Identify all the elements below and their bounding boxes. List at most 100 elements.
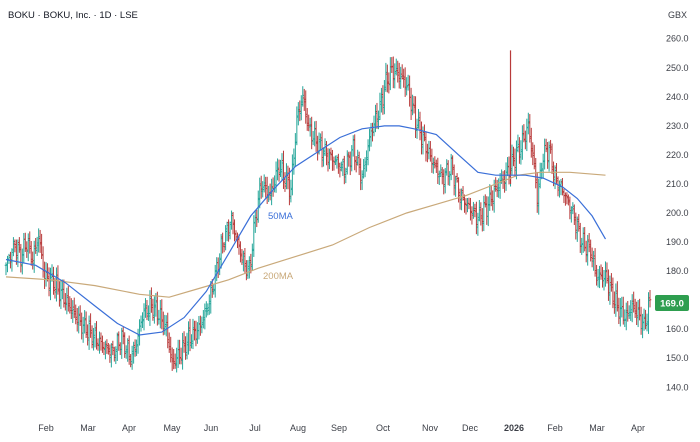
- ohlc-bar: [314, 120, 318, 152]
- ohlc-bar: [432, 157, 435, 174]
- ohlc-bar: [203, 303, 207, 330]
- ohlc-bar: [601, 267, 604, 288]
- ohlc-bar: [573, 204, 576, 226]
- ohlc-bar: [139, 315, 143, 332]
- ohlc-bar: [409, 87, 413, 121]
- ohlc-bar: [351, 135, 355, 157]
- y-tick-label: 260.0: [666, 34, 689, 44]
- ohlc-bar: [365, 150, 368, 172]
- ohlc-bar: [295, 106, 299, 146]
- ohlc-bar: [483, 194, 487, 208]
- ohlc-bar: [458, 188, 462, 210]
- ohlc-bar: [617, 297, 621, 325]
- ohlc-bar: [29, 241, 33, 266]
- ohlc-bar: [605, 262, 609, 284]
- ohlc-bar: [159, 299, 162, 329]
- ohlc-bar: [215, 257, 219, 282]
- ohlc-bar: [90, 325, 94, 349]
- ohlc-bar: [89, 313, 92, 338]
- ohlc-bar: [289, 179, 293, 203]
- y-tick-label: 190.0: [666, 237, 689, 247]
- ohlc-bar: [620, 296, 624, 318]
- ohlc-bar: [207, 294, 211, 315]
- ohlc-bar: [544, 138, 548, 153]
- ma200-label: 200MA: [263, 271, 294, 282]
- plot-area[interactable]: [4, 50, 652, 373]
- ohlc-bar: [498, 173, 502, 199]
- ohlc-bar: [43, 261, 46, 289]
- x-tick-label: Apr: [122, 423, 136, 433]
- ohlc-bar: [129, 353, 132, 368]
- ohlc-bar: [439, 164, 443, 177]
- ohlc-bar: [448, 171, 451, 186]
- ohlc-bar: [564, 192, 567, 206]
- ohlc-bar: [525, 118, 529, 152]
- ohlc-bar: [142, 303, 146, 331]
- x-tick-label: Mar: [589, 423, 605, 433]
- ohlc-bar: [265, 176, 269, 204]
- y-tick-label: 250.0: [666, 63, 689, 73]
- ohlc-bar: [101, 335, 104, 353]
- ohlc-bar: [550, 143, 554, 175]
- ohlc-bar: [516, 134, 520, 153]
- ohlc-bar: [23, 232, 27, 252]
- ohlc-bar: [647, 292, 650, 334]
- ohlc-bar: [384, 62, 388, 92]
- ohlc-bar: [83, 310, 86, 334]
- ohlc-bar: [466, 197, 469, 213]
- ohlc-bar: [363, 157, 367, 178]
- ohlc-bar: [350, 145, 354, 172]
- ohlc-bar: [348, 151, 352, 176]
- currency-label: GBX: [668, 10, 687, 20]
- ohlc-bar: [6, 255, 9, 273]
- ohlc-bar: [457, 177, 460, 203]
- ohlc-bar: [381, 85, 385, 115]
- ohlc-bar: [271, 177, 275, 197]
- ohlc-bar: [49, 267, 52, 301]
- ohlc-bar: [486, 196, 490, 227]
- ohlc-bar: [202, 310, 205, 329]
- ohlc-bar: [117, 331, 121, 351]
- ohlc-bar: [121, 326, 125, 345]
- ohlc-bar: [359, 158, 362, 191]
- ohlc-bar: [173, 353, 177, 369]
- y-tick-label: 220.0: [666, 150, 689, 160]
- y-tick-label: 210.0: [666, 179, 689, 189]
- x-tick-label: Jun: [204, 423, 219, 433]
- ohlc-bar: [372, 115, 376, 137]
- ohlc-bar: [86, 324, 89, 346]
- ohlc-bar: [233, 219, 236, 242]
- ohlc-bar: [31, 251, 35, 270]
- ohlc-bar: [581, 227, 585, 253]
- ohlc-bar: [429, 141, 432, 162]
- ohlc-bar: [22, 233, 26, 264]
- ohlc-bar: [613, 291, 616, 314]
- ohlc-bar: [648, 289, 652, 308]
- x-tick-label: Feb: [547, 423, 563, 433]
- ohlc-bar: [531, 142, 535, 166]
- ohlc-bar: [12, 237, 15, 257]
- ohlc-bar: [316, 135, 319, 161]
- ohlc-bar: [191, 318, 195, 350]
- ohlc-bar: [589, 239, 592, 262]
- ohlc-bar: [44, 262, 48, 287]
- ohlc-bar: [451, 155, 454, 175]
- ohlc-bar: [587, 232, 591, 253]
- ohlc-bar: [167, 332, 171, 353]
- ohlc-bar: [343, 155, 346, 185]
- ohlc-bar: [326, 148, 330, 172]
- ohlc-bar: [16, 239, 20, 268]
- ohlc-bar: [77, 306, 81, 334]
- ohlc-bar: [178, 339, 181, 365]
- ohlc-bar: [127, 335, 131, 365]
- ohlc-bar: [206, 303, 210, 316]
- ohlc-bar: [632, 291, 635, 313]
- ohlc-bar: [338, 162, 342, 178]
- ohlc-bar: [482, 195, 486, 232]
- ohlc-bar: [98, 331, 101, 354]
- ohlc-bar: [641, 313, 644, 339]
- ohlc-bar: [546, 142, 549, 169]
- ohlc-bar: [614, 283, 618, 317]
- ma50-label: 50MA: [268, 211, 293, 222]
